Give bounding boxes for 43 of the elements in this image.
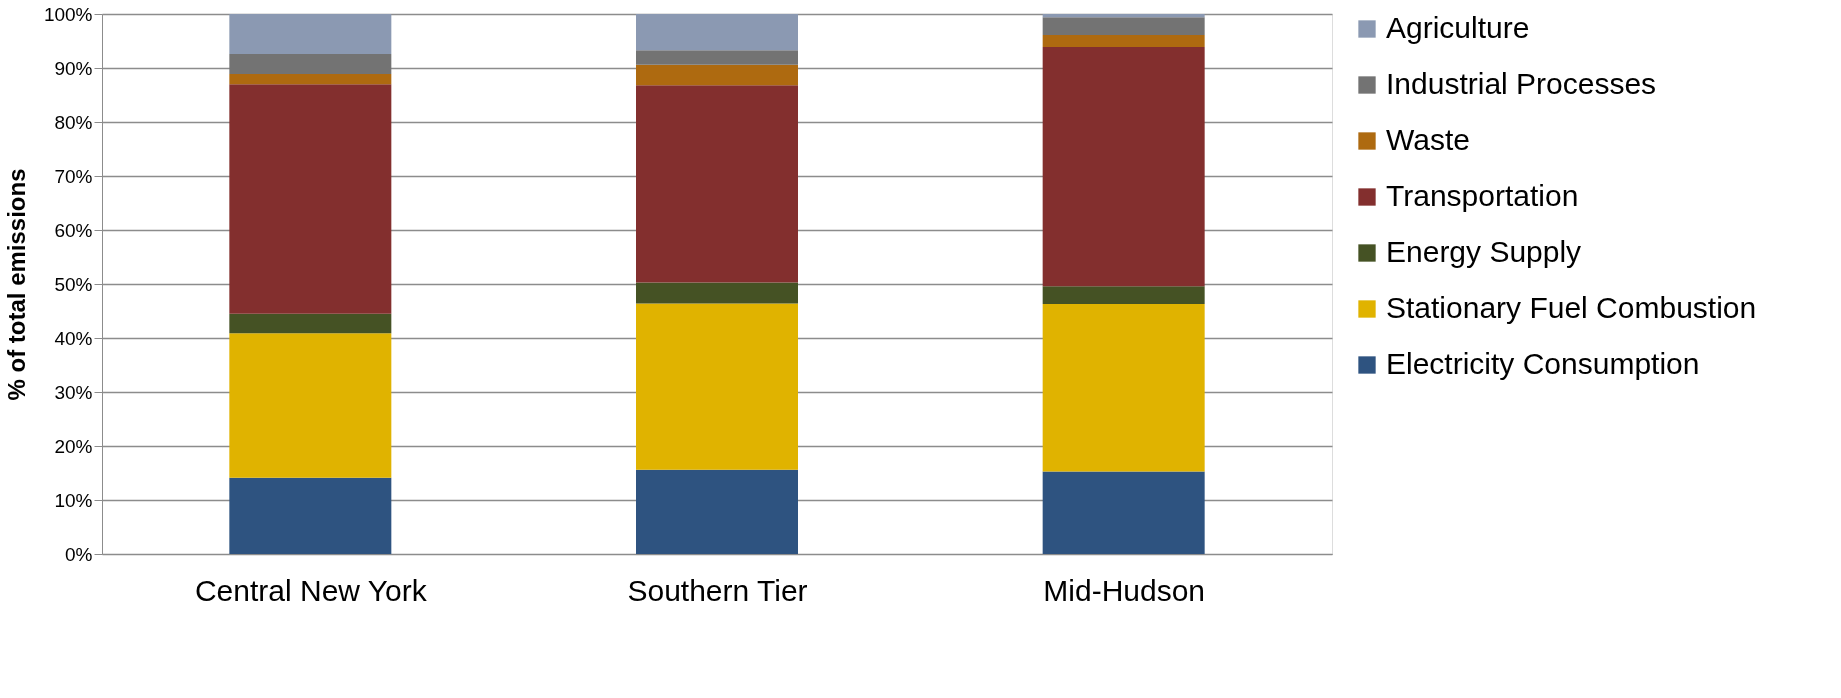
y-tick-label: 30% — [54, 381, 93, 403]
bar — [636, 50, 798, 65]
legend-label: Electricity Consumption — [1386, 347, 1700, 380]
legend-label: Stationary Fuel Combustion — [1386, 291, 1757, 324]
bar — [636, 85, 798, 283]
bar — [1042, 17, 1205, 36]
y-tick-label: 10% — [54, 489, 93, 511]
y-tick-label: 100% — [43, 3, 93, 25]
legend-label: Waste — [1386, 123, 1470, 156]
bar — [636, 469, 798, 554]
bar — [1042, 14, 1205, 18]
y-tick-label: 70% — [54, 165, 93, 187]
bar — [229, 53, 392, 74]
bar — [636, 14, 798, 51]
x-tick-label: Southern Tier — [627, 573, 808, 607]
bar — [636, 303, 798, 470]
y-tick-label: 90% — [54, 57, 93, 79]
bar — [229, 333, 392, 478]
bar — [229, 84, 392, 314]
bar — [1042, 303, 1205, 472]
bar — [1042, 471, 1205, 554]
y-tick-label: 50% — [54, 273, 93, 295]
bar — [229, 14, 392, 54]
legend-label: Transportation — [1386, 179, 1579, 212]
bar — [229, 313, 392, 334]
legend-label: Agriculture — [1386, 11, 1530, 44]
bar — [1042, 35, 1205, 47]
y-axis-title: % of total emissions — [2, 168, 30, 401]
y-tick-label: 60% — [54, 219, 93, 241]
y-tick-label: 20% — [54, 435, 93, 457]
legend-label: Industrial Processes — [1386, 67, 1657, 100]
bar — [1042, 46, 1205, 287]
bar — [229, 477, 392, 554]
bar — [636, 282, 798, 304]
y-tick-label: 0% — [65, 543, 93, 565]
x-tick-label: Central New York — [194, 573, 428, 607]
y-tick-label: 40% — [54, 327, 93, 349]
y-tick-label: 80% — [54, 111, 93, 133]
bar — [1042, 286, 1205, 304]
bar — [636, 64, 798, 86]
x-tick-label: Mid-Hudson — [1043, 573, 1206, 607]
bar — [229, 73, 392, 85]
legend-label: Energy Supply — [1386, 235, 1582, 268]
